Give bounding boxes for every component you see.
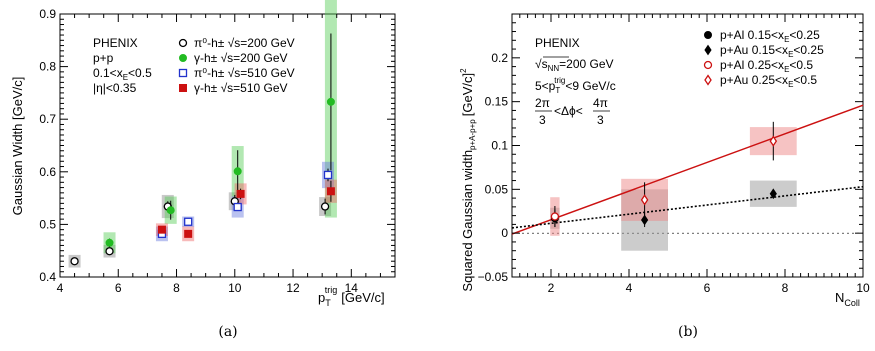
data-point [769,188,777,200]
panel-b-info-2pi: 2π [535,96,550,110]
data-point [184,217,193,226]
data-point [166,206,175,215]
y-tick-label: 0.05 [485,182,509,196]
panel-a-info-experiment: PHENIX [93,36,138,50]
legend-label: p+Au 0.15<xE<0.25 [720,43,824,59]
panel-b-info-3b: 3 [597,113,604,127]
legend-marker [703,60,713,70]
panel-a-axis-ticks: 4 6 8 10 12 14 0.4 0.5 0.6 0.7 0.8 0.9 [39,7,396,295]
panel-a-frame [59,13,396,278]
legend-label: π⁰-h± √s=200 GeV [194,36,295,50]
x-tick-label: 6 [704,281,711,295]
data-point [640,214,649,226]
x-tick-label: 10 [228,281,242,295]
panel-b-ylabel: Squared Gaussian widthp+A-p+p[GeV/c]2 [459,68,477,292]
panel-a: 4 6 8 10 12 14 0.4 0.5 0.6 0.7 0.8 0.9 Gaussian Wid… [10,0,396,308]
panel-a-info-xe: 0.1<xE<0.5 [93,66,152,82]
y-tick-label: 0.4 [39,270,56,284]
panel-a-xlabel: pTtrig [GeV/c] [318,285,385,308]
x-tick-label: 14 [345,281,359,295]
panel-b-xlabel: NColl [835,290,860,308]
y-tick-label: 0.9 [39,7,56,21]
x-tick-label: 10 [856,281,870,295]
legend-marker [704,31,712,39]
panel-b-info-experiment: PHENIX [535,36,580,50]
data-point [640,194,649,206]
panel-b-info-4pi: 4π [593,96,608,110]
y-tick-label: 0.2 [491,51,508,65]
y-tick-label: 0.6 [39,165,56,179]
data-point [157,225,166,234]
x-tick-label: 4 [626,281,633,295]
y-tick-label: 0.5 [39,217,56,231]
legend-marker [704,44,712,56]
panel-a-ylabel: Gaussian Width [GeV/c] [10,77,25,216]
panel-b-caption: (b) [678,324,698,340]
x-tick-label: 2 [548,281,555,295]
legend-marker [179,84,187,92]
y-tick-label: −0.05 [478,270,509,284]
legend-label: p+Au 0.25<xE<0.5 [720,73,817,89]
x-tick-label: 8 [782,281,789,295]
panel-a-marks [68,0,337,268]
panel-b-info-energy: √sNN=200 GeV [535,57,614,73]
data-point [105,238,114,247]
legend-label: p+Al 0.15<xE<0.25 [720,28,820,44]
panel-a-info-eta: |η|<0.35 [93,81,137,95]
data-point [184,229,193,238]
panel-b-info: PHENIX √sNN=200 GeV 5<pTtrig<9 GeV/c 2π … [535,36,616,127]
panel-b-info-pt: 5<pTtrig<9 GeV/c [535,76,616,95]
data-point [236,189,245,198]
data-point [233,202,242,212]
legend-label: γ-h± √s=200 GeV [194,51,288,65]
y-tick-label: 0.15 [485,95,509,109]
x-tick-label: 4 [57,281,64,295]
data-point [326,187,335,196]
legend-marker [178,38,188,48]
panel-b-axis-ticks: 2 4 6 8 10 −0.05 0 0.05 0.1 0.15 0.2 [478,13,870,295]
data-point [70,257,79,266]
panel-a-caption: (a) [218,324,237,340]
data-point [550,212,560,221]
data-point [326,97,335,106]
panel-b-info-dphi: <Δϕ< [554,104,583,118]
legend-label: γ-h± √s=510 GeV [194,81,288,95]
x-tick-label: 8 [173,281,180,295]
legend-marker [178,68,188,78]
y-tick-label: 0.1 [491,139,508,153]
x-tick-label: 12 [286,281,300,295]
data-point [320,202,330,211]
data-point [233,167,242,176]
fit-line-solid [511,104,864,235]
legend-marker [179,54,187,62]
data-point [769,135,778,147]
y-tick-label: 0.8 [39,60,56,74]
legend-label: π⁰-h± √s=510 GeV [194,66,295,80]
panel-b-legend: p+Al 0.15<xE<0.25p+Au 0.15<xE<0.25p+Al 0… [703,28,824,89]
panel-b-info-3a: 3 [539,113,546,127]
panel-a-info: PHENIX p+p 0.1<xE<0.5 |η|<0.35 [93,36,152,95]
panel-b: 2 4 6 8 10 −0.05 0 0.05 0.1 0.15 0.2 Squared Gauss… [459,13,870,308]
fit-line-dotted [511,185,864,229]
panel-b-marks [511,104,864,251]
y-tick-label: 0 [501,226,508,240]
legend-label: p+Al 0.25<xE<0.5 [720,58,813,74]
legend-marker [704,74,712,86]
data-point [323,170,333,180]
x-tick-label: 6 [115,281,122,295]
y-tick-label: 0.7 [39,112,56,126]
data-point [105,247,114,256]
panel-a-info-system: p+p [93,51,114,65]
